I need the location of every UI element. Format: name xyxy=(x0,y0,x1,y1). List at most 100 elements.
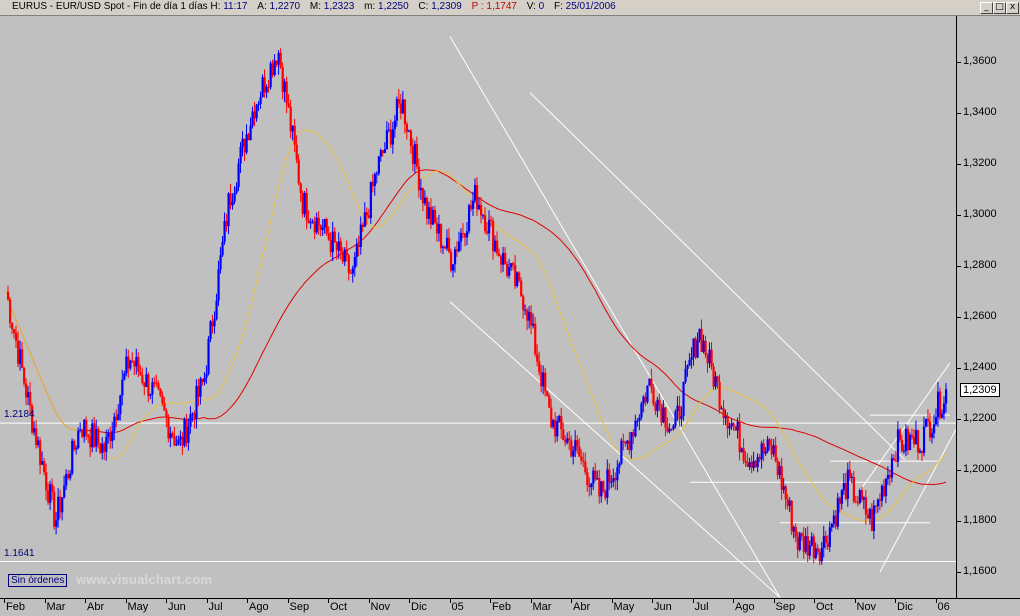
candle-up xyxy=(730,423,733,427)
candle-up xyxy=(241,138,244,147)
x-tick-mark xyxy=(206,599,208,603)
channel-line xyxy=(879,428,956,573)
candle-up xyxy=(277,52,280,65)
candle-up xyxy=(942,403,946,414)
candle-down xyxy=(243,138,246,153)
candle-up xyxy=(832,515,835,524)
candle-up xyxy=(321,227,324,230)
candle-down xyxy=(157,383,160,389)
candle-down xyxy=(928,421,932,438)
candle-down xyxy=(297,159,300,184)
candle-up xyxy=(680,415,683,420)
minimize-button[interactable]: _ xyxy=(980,2,993,14)
price-axis[interactable]: 1,1600 1,1800 1,2000 1,2200 1,2400 1,2600 1,28… xyxy=(956,16,1020,598)
candle-up xyxy=(151,382,154,395)
x-tick-label: Nov xyxy=(370,601,391,613)
candle-up xyxy=(574,440,577,451)
candle-down xyxy=(51,484,54,493)
candle-down xyxy=(399,103,403,114)
candle-up xyxy=(890,458,894,478)
candle-down xyxy=(866,514,870,519)
y-tick-label: 1,2600 xyxy=(963,310,997,322)
y-tick-label: 1,3600 xyxy=(963,55,997,67)
high-value: 1,2323 xyxy=(323,1,355,12)
x-tick-mark xyxy=(530,599,532,603)
candle-up xyxy=(606,469,609,498)
candle-up xyxy=(918,450,922,453)
candle-up xyxy=(261,77,264,98)
v-label: V: xyxy=(526,1,536,12)
candle-up xyxy=(502,252,505,265)
candle-down xyxy=(652,387,655,405)
candle-down xyxy=(910,434,914,438)
candle-down xyxy=(816,548,819,553)
candle-down xyxy=(335,242,338,251)
y-tick-label: 1,1600 xyxy=(963,565,997,577)
maximize-button[interactable]: □ xyxy=(993,2,1006,14)
x-tick-label: May xyxy=(613,601,635,613)
candle-down xyxy=(185,419,188,443)
candle-up xyxy=(227,193,230,227)
close-button[interactable]: x xyxy=(1006,2,1019,14)
candle-up xyxy=(756,456,759,468)
candle-down xyxy=(496,240,499,254)
candle-up xyxy=(117,414,120,421)
candle-down xyxy=(584,461,587,473)
candle-down xyxy=(824,535,827,544)
candle-up xyxy=(423,197,427,204)
candle-down xyxy=(916,430,920,453)
y-tick-mark xyxy=(957,470,961,471)
candle-up xyxy=(57,496,60,521)
candle-up xyxy=(149,394,152,396)
x-tick-label: Dic xyxy=(897,601,913,613)
candle-up xyxy=(27,391,30,398)
candle-down xyxy=(768,439,771,446)
y-tick-mark xyxy=(957,317,961,318)
candle-down xyxy=(912,437,916,445)
candle-down xyxy=(540,371,543,387)
candle-up xyxy=(91,423,94,448)
candle-up xyxy=(945,389,948,404)
candle-up xyxy=(467,205,471,232)
candle-up xyxy=(207,339,210,374)
candle-down xyxy=(522,296,525,310)
candle-down xyxy=(275,60,278,65)
candle-down xyxy=(127,356,130,369)
candle-up xyxy=(213,319,216,327)
candle-down xyxy=(582,460,585,462)
y-tick-mark xyxy=(957,113,961,114)
f-label: F: xyxy=(553,1,563,12)
candle-down xyxy=(864,497,868,515)
candle-down xyxy=(602,481,605,491)
time-axis[interactable]: Feb Mar Abr May Jun Jul Ago Sep Oct Nov Dic 05 Feb Ma… xyxy=(0,598,1020,616)
candle-down xyxy=(271,63,274,76)
candle-up xyxy=(383,149,387,154)
candle-down xyxy=(506,264,509,276)
x-tick-mark xyxy=(490,599,491,603)
candle-down xyxy=(856,502,860,504)
candle-up xyxy=(478,204,481,210)
candle-up xyxy=(113,416,116,432)
candle-up xyxy=(215,300,218,320)
orders-button[interactable]: Sin órdenes xyxy=(8,574,68,587)
candle-up xyxy=(610,481,613,483)
candle-up xyxy=(269,63,272,88)
candle-up xyxy=(231,201,234,206)
x-tick-mark xyxy=(368,599,370,603)
candle-down xyxy=(796,536,799,550)
candle-down xyxy=(490,219,493,222)
x-tick-mark xyxy=(125,599,127,603)
candle-down xyxy=(53,492,56,527)
candle-up xyxy=(618,463,621,468)
candle-down xyxy=(143,383,146,387)
candle-up xyxy=(257,103,260,105)
x-tick-mark xyxy=(166,599,167,603)
candle-up xyxy=(620,440,623,464)
price-chart[interactable] xyxy=(0,16,956,598)
candle-down xyxy=(744,460,747,463)
candle-down xyxy=(716,376,719,382)
candle-down xyxy=(838,497,841,504)
candle-up xyxy=(872,505,876,531)
chart-plot-area[interactable] xyxy=(0,16,956,598)
candle-down xyxy=(365,212,368,216)
